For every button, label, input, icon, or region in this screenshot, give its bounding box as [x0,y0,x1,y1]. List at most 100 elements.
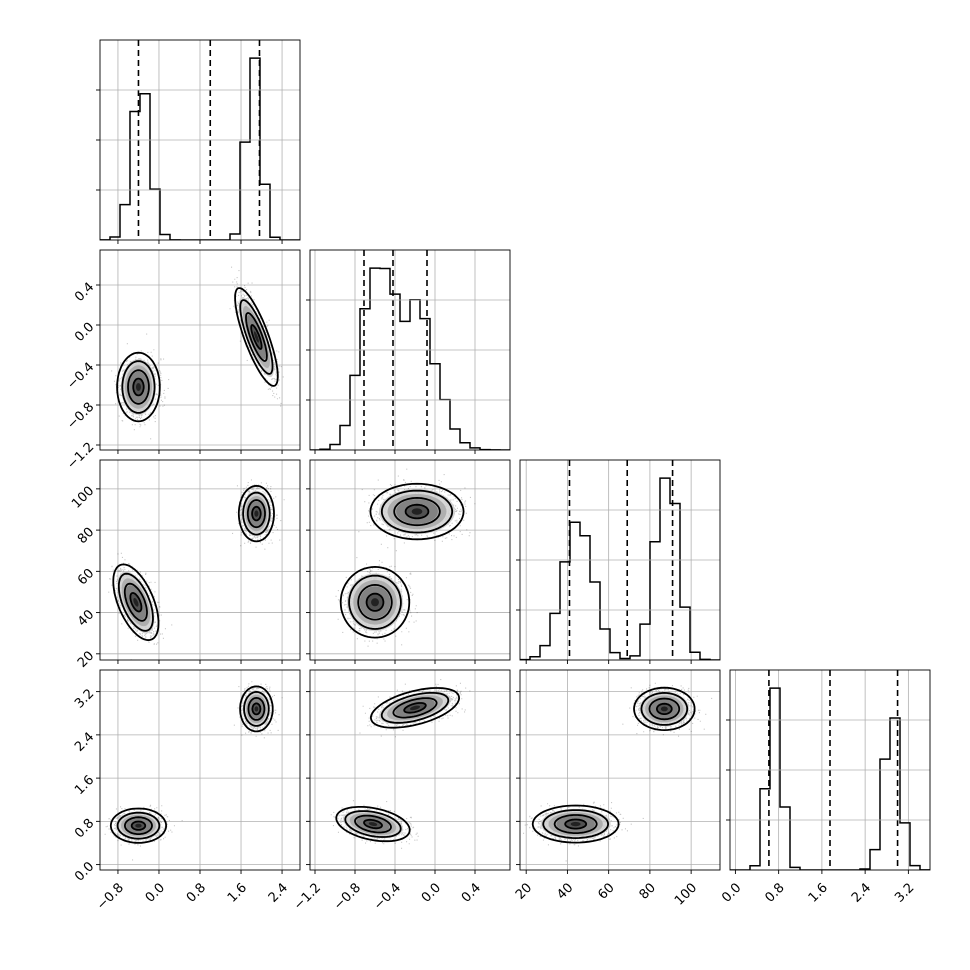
panel-frame-3-1 [309,669,511,871]
contour-2-1-1-2 [393,496,441,527]
contour-1-0-1-1 [239,299,274,375]
contour-3-0-1-0 [239,685,274,733]
panel-frame-0-0 [99,39,301,241]
panel-frame-1-1 [309,249,511,451]
panel-frame-1-0 [99,249,301,451]
contour-3-2-1-1 [640,691,689,726]
panel-3-1: −1.2 −0.8 −0.4 0.0 0.4 [291,669,511,913]
density-shade-2-0-1-4 [254,510,259,517]
xtick-label-1-0: −1.2 [291,880,324,913]
contour-3-0-1-2 [247,696,266,721]
contour-3-1-1-1 [380,692,450,724]
panel-0-0 [96,39,301,244]
xtick-label-0-3: 1.6 [225,880,250,905]
xtick-label-1-3: 0.0 [419,880,444,905]
ytick-label-3-3: 2.4 [72,730,97,755]
xtick-label-3-2: 1.6 [806,880,831,905]
panel-2-2 [516,459,721,664]
contour-3-1-1-0 [369,687,461,729]
panel-frame-2-2 [519,459,721,661]
contour-3-1-0-2 [354,814,392,834]
density-shade-3-2-1-4 [660,706,668,712]
panel-3-0: 0.00.81.62.43.2−0.8 0.0 0.8 1.6 2.4 [72,669,301,913]
panel-1-1 [306,249,511,454]
xtick-label-1-1: −0.8 [331,880,364,913]
xtick-label-2-2: 60 [595,880,617,902]
ytick-label-2-4: 100 [69,484,97,512]
histogram-3 [730,687,930,870]
contour-2-0-1-3 [251,505,262,522]
contour-3-0-0-0 [109,807,168,844]
contour-2-1-0-1 [348,574,402,630]
xtick-label-0-1: 0.0 [143,880,168,905]
density-shade-3-0-0-4 [135,823,142,828]
xtick-label-2-1: 40 [554,880,576,902]
density-shade-3-2-0-4 [570,821,581,827]
ytick-label-2-3: 80 [75,525,97,547]
contour-2-1-0-2 [357,583,393,621]
density-shade-3-0-1-4 [254,706,259,712]
contour-1-0-1-3 [250,324,263,350]
contour-3-2-0-2 [553,814,598,834]
panel-content-3-0 [104,681,283,861]
panel-content-2-1 [335,468,476,647]
contour-3-2-0-3 [564,818,588,830]
contour-2-1-1-0 [369,482,465,541]
ytick-label-1-1: −0.8 [64,400,97,433]
panel-1-0: −1.2 −0.8 −0.4 0.0 0.4 [64,249,301,473]
contour-3-0-1-3 [251,702,262,716]
histogram-2 [520,477,720,660]
ytick-label-2-1: 40 [75,607,97,629]
contour-2-0-0-1 [117,572,154,632]
xtick-label-3-1: 0.8 [762,880,787,905]
ytick-label-3-0: 0.0 [72,859,97,884]
density-shade-2-1-1-4 [411,508,423,515]
xtick-label-2-0: 20 [513,880,535,902]
density-shade-1-0-0-4 [136,383,141,391]
xtick-label-0-0: −0.8 [94,880,127,913]
contour-3-0-0-2 [123,816,153,835]
contour-2-1-0-3 [365,592,385,612]
contour-2-0-0-3 [129,592,143,613]
density-shade-2-0-0-4 [133,597,139,607]
xtick-label-0-2: 0.8 [184,880,209,905]
contour-2-0-0-2 [123,582,148,622]
contour-2-0-1-1 [242,491,271,536]
panel-frame-3-0 [99,669,301,871]
contour-2-1-1-1 [380,489,454,534]
density-shade-1-0-1-4 [254,331,259,343]
panel-2-1 [306,459,511,664]
density-shade-3-1-0-4 [368,822,378,826]
xtick-label-1-2: −0.4 [371,880,404,913]
panel-frame-3-3 [729,669,931,871]
panel-3-2: 20 40 60 80 100 [513,669,721,909]
panel-content-3-2 [523,682,713,862]
contour-3-2-1-3 [656,702,673,715]
panel-content-3-1 [330,679,471,849]
ytick-label-2-2: 60 [75,566,97,588]
contour-2-1-1-3 [404,503,430,520]
contour-3-0-1-1 [243,690,270,727]
ytick-label-1-4: 0.4 [72,280,97,305]
contour-1-0-0-3 [132,377,145,397]
contour-1-0-0-0 [116,351,161,423]
contour-1-0-0-1 [121,360,156,414]
contour-2-0-1-0 [237,484,275,543]
ytick-label-3-1: 0.8 [72,816,97,841]
contour-3-2-0-0 [531,804,620,844]
contour-3-1-0-3 [363,818,383,830]
contour-3-2-0-1 [542,809,610,840]
contour-3-2-1-2 [648,697,681,721]
contour-2-0-1-2 [246,499,266,529]
panel-content-1-0 [111,266,284,440]
density-shade-3-1-1-4 [410,705,420,711]
contour-3-0-0-3 [130,820,147,831]
contour-2-0-0-0 [112,563,160,642]
panel-2-0: 20 40 60 80 100 [69,459,301,671]
panel-frame-3-2 [519,669,721,871]
xtick-label-2-3: 80 [637,880,659,902]
xtick-label-3-3: 2.4 [849,880,874,905]
contour-3-1-0-1 [344,810,402,838]
density-shade-2-1-0-4 [371,598,379,607]
